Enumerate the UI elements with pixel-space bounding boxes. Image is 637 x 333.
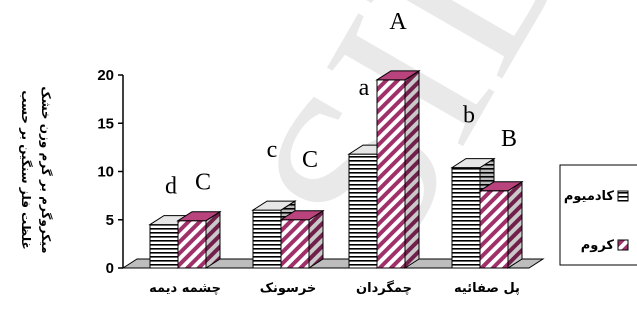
x-category-label: چمگردان	[356, 280, 412, 296]
bar-top-face	[450, 158, 496, 169]
bar-side-face	[507, 180, 523, 269]
bar-chromium	[176, 210, 222, 269]
x-axis-labels: چشمه دیمه خرسونک چمگردان پل صفائیه	[149, 280, 520, 296]
y-axis-title: غلظت فلز سنگین بر حسب میکروگرم بر گرم وز…	[19, 86, 53, 253]
significance-letter: A	[389, 9, 407, 35]
bar-front-face	[451, 167, 481, 269]
bar-front-face	[479, 190, 509, 269]
bar-top-face	[375, 70, 421, 81]
x-category-label: پل صفائیه	[454, 281, 520, 296]
bar-top-face	[251, 200, 297, 211]
legend-swatch-cadmium	[617, 190, 629, 202]
bars	[148, 69, 524, 269]
bar-side-face	[205, 210, 221, 269]
significance-letter: B	[501, 126, 517, 152]
bar-front-face	[376, 79, 406, 269]
bar-front-face	[280, 219, 310, 269]
significance-letter: b	[463, 103, 475, 129]
legend-swatch-chromium	[617, 239, 629, 251]
bar-chromium	[478, 180, 524, 269]
significance-letter: c	[267, 137, 278, 163]
bar-chromium	[375, 69, 421, 269]
legend-label-chromium: کروم	[581, 238, 615, 253]
bar-top-face	[478, 181, 524, 192]
y-tick-label: 5	[106, 212, 114, 229]
bar-front-face	[149, 224, 179, 269]
x-category-label: خرسونک	[260, 281, 317, 296]
bar-top-face	[279, 210, 325, 221]
legend: کادمیوم کروم	[559, 164, 637, 266]
bar-top-face	[176, 211, 222, 222]
y-tick-label: 0	[106, 260, 114, 277]
y-tick-label: 20	[97, 67, 114, 84]
significance-letter: a	[359, 75, 370, 101]
bar-side-face	[308, 209, 324, 269]
y-tick-label: 10	[97, 164, 114, 181]
legend-label-cadmium: کادمیوم	[564, 189, 615, 204]
x-category-label: چشمه دیمه	[149, 281, 221, 296]
y-tick-label: 15	[97, 115, 114, 132]
y-axis-title-line2: میکروگرم بر گرم وزن خشک	[38, 86, 53, 253]
bar-front-face	[252, 209, 282, 269]
bar-front-face	[348, 153, 378, 269]
significance-letter: d	[165, 174, 177, 200]
significance-letter: C	[195, 170, 211, 196]
bar-side-face	[404, 69, 420, 269]
bar-chromium	[279, 209, 325, 269]
significance-letter: C	[302, 147, 318, 173]
y-axis-title-line1: غلظت فلز سنگین بر حسب	[19, 90, 33, 249]
bar-front-face	[177, 220, 207, 269]
